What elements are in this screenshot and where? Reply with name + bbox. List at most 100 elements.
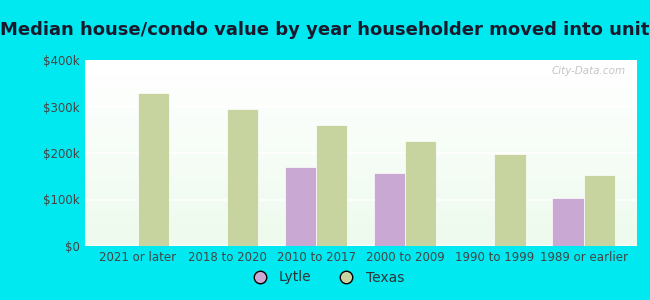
Bar [84, 118, 637, 119]
Bar [84, 238, 637, 239]
Bar [84, 223, 637, 224]
Bar [84, 119, 637, 120]
Bar [84, 160, 637, 161]
Bar [84, 238, 637, 239]
Bar [84, 210, 637, 211]
Bar [84, 85, 637, 86]
Bar [84, 219, 637, 220]
Bar [84, 131, 637, 132]
Bar [84, 113, 637, 114]
Bar [84, 149, 637, 150]
Bar [84, 217, 637, 218]
Bar [84, 208, 637, 209]
Bar [84, 158, 637, 159]
Bar [316, 125, 347, 246]
Bar [84, 225, 637, 226]
Bar [84, 89, 637, 90]
Text: City-Data.com: City-Data.com [552, 66, 626, 76]
Bar [84, 154, 637, 155]
Bar [84, 165, 637, 166]
Bar [84, 190, 637, 191]
Bar [84, 137, 637, 138]
Bar [84, 174, 637, 175]
Bar [84, 118, 637, 119]
Bar [84, 227, 637, 228]
Bar [84, 159, 637, 160]
Bar [84, 206, 637, 207]
Bar [84, 75, 637, 76]
Bar [84, 192, 637, 193]
Bar [84, 76, 637, 77]
Bar [84, 73, 637, 74]
Bar [84, 201, 637, 202]
Bar [84, 138, 637, 139]
Bar [84, 143, 637, 144]
Bar [84, 194, 637, 195]
Bar [84, 166, 637, 167]
Bar [227, 109, 258, 246]
Bar [84, 82, 637, 83]
Bar [84, 231, 637, 232]
Bar [84, 153, 637, 154]
Bar [84, 212, 637, 214]
Bar [84, 72, 637, 73]
Bar [84, 77, 637, 78]
Bar [84, 92, 637, 94]
Bar [84, 157, 637, 158]
Bar [84, 226, 637, 227]
Bar [84, 116, 637, 117]
Bar [84, 171, 637, 172]
Bar [84, 202, 637, 203]
Bar [138, 94, 169, 246]
Bar [84, 84, 637, 85]
Bar [84, 134, 637, 135]
Bar [84, 74, 637, 75]
Bar [84, 106, 637, 107]
Bar [84, 232, 637, 233]
Text: Median house/condo value by year householder moved into unit: Median house/condo value by year househo… [0, 21, 650, 39]
Bar [84, 245, 637, 246]
Bar [84, 191, 637, 192]
Bar [84, 209, 637, 210]
Bar [84, 207, 637, 208]
Bar [84, 230, 637, 231]
Bar [84, 86, 637, 87]
Bar [84, 243, 637, 244]
Bar [84, 169, 637, 170]
Bar [84, 142, 637, 143]
Bar [84, 162, 637, 163]
Bar [84, 150, 637, 151]
Bar [84, 195, 637, 196]
Bar [84, 220, 637, 221]
Bar [84, 215, 637, 216]
Bar [84, 177, 637, 178]
Bar [84, 161, 637, 162]
Bar [84, 222, 637, 223]
Bar [84, 148, 637, 149]
Bar [84, 62, 637, 63]
Bar [84, 237, 637, 238]
Bar [84, 234, 637, 235]
Bar [84, 214, 637, 215]
Bar [84, 170, 637, 171]
Bar [84, 130, 637, 131]
Bar [84, 125, 637, 126]
Bar [84, 164, 637, 165]
Bar [84, 152, 637, 153]
Bar [84, 109, 637, 110]
Bar [84, 81, 637, 82]
Bar [84, 101, 637, 102]
Bar [84, 216, 637, 217]
Bar [84, 88, 637, 89]
Bar [84, 224, 637, 225]
Bar [84, 128, 637, 129]
Bar [84, 147, 637, 148]
Bar [84, 115, 637, 116]
Bar [374, 173, 406, 246]
Bar [84, 181, 637, 182]
Bar [495, 154, 526, 246]
Bar [84, 175, 637, 176]
Bar [584, 175, 615, 246]
Bar [84, 78, 637, 79]
Bar [84, 103, 637, 104]
